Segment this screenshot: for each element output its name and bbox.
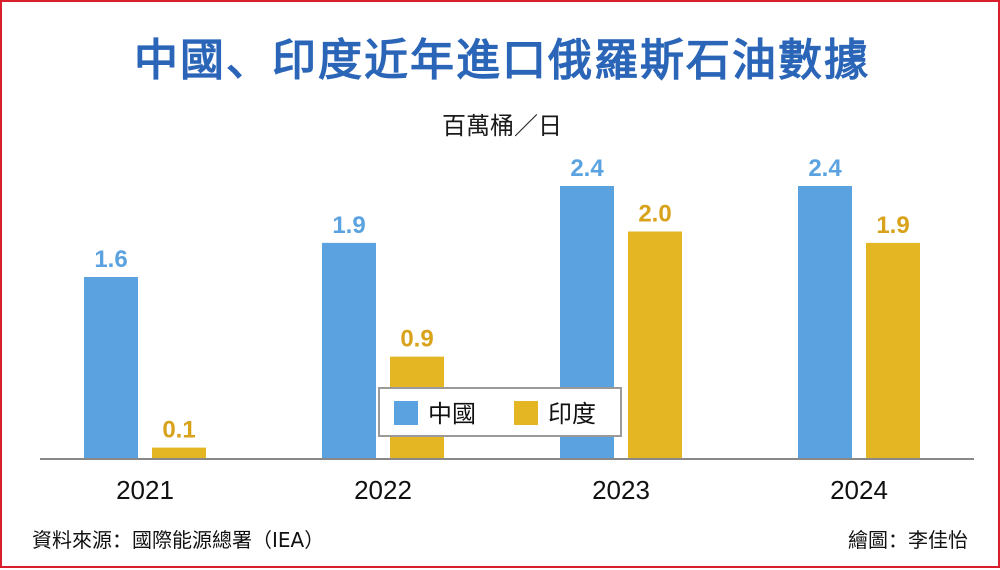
bar-china-2022 bbox=[322, 242, 376, 459]
bar-india-2021 bbox=[152, 447, 206, 459]
value-label-india-2021: 0.1 bbox=[162, 417, 195, 444]
bar-india-2024 bbox=[866, 242, 920, 459]
legend-box bbox=[378, 387, 622, 437]
value-label-india-2024: 1.9 bbox=[876, 212, 909, 239]
value-label-india-2023: 2.0 bbox=[638, 201, 671, 228]
value-label-china-2024: 2.4 bbox=[808, 155, 842, 182]
x-tick-label-2021: 2021 bbox=[116, 475, 174, 505]
value-label-india-2022: 0.9 bbox=[400, 326, 433, 353]
legend-swatch-india bbox=[514, 401, 538, 425]
bar-india-2023 bbox=[628, 231, 682, 459]
bar-china-2024 bbox=[798, 186, 852, 459]
legend-swatch-china bbox=[394, 401, 418, 425]
credit-note: 繪圖：李佳怡 bbox=[848, 528, 968, 552]
legend: 中國 印度 bbox=[378, 387, 622, 437]
x-tick-labels: 2021 2022 2023 2024 bbox=[116, 475, 888, 505]
unit-label: 百萬桶／日 bbox=[442, 112, 562, 140]
value-label-china-2023: 2.4 bbox=[570, 155, 604, 182]
x-tick-label-2023: 2023 bbox=[592, 475, 650, 505]
source-note: 資料來源：國際能源總署（IEA） bbox=[32, 528, 325, 552]
value-label-china-2022: 1.9 bbox=[332, 212, 365, 239]
legend-label-china: 中國 bbox=[428, 400, 476, 428]
x-tick-label-2022: 2022 bbox=[354, 475, 412, 505]
bar-china-2021 bbox=[84, 277, 138, 459]
value-labels-layer: 1.6 0.1 1.9 0.9 2.4 2.0 2.4 1.9 bbox=[94, 155, 909, 444]
legend-label-india: 印度 bbox=[548, 400, 596, 428]
x-tick-label-2024: 2024 bbox=[830, 475, 888, 505]
chart-title: 中國、印度近年進口俄羅斯石油數據 bbox=[134, 35, 870, 86]
value-label-china-2021: 1.6 bbox=[94, 246, 127, 273]
